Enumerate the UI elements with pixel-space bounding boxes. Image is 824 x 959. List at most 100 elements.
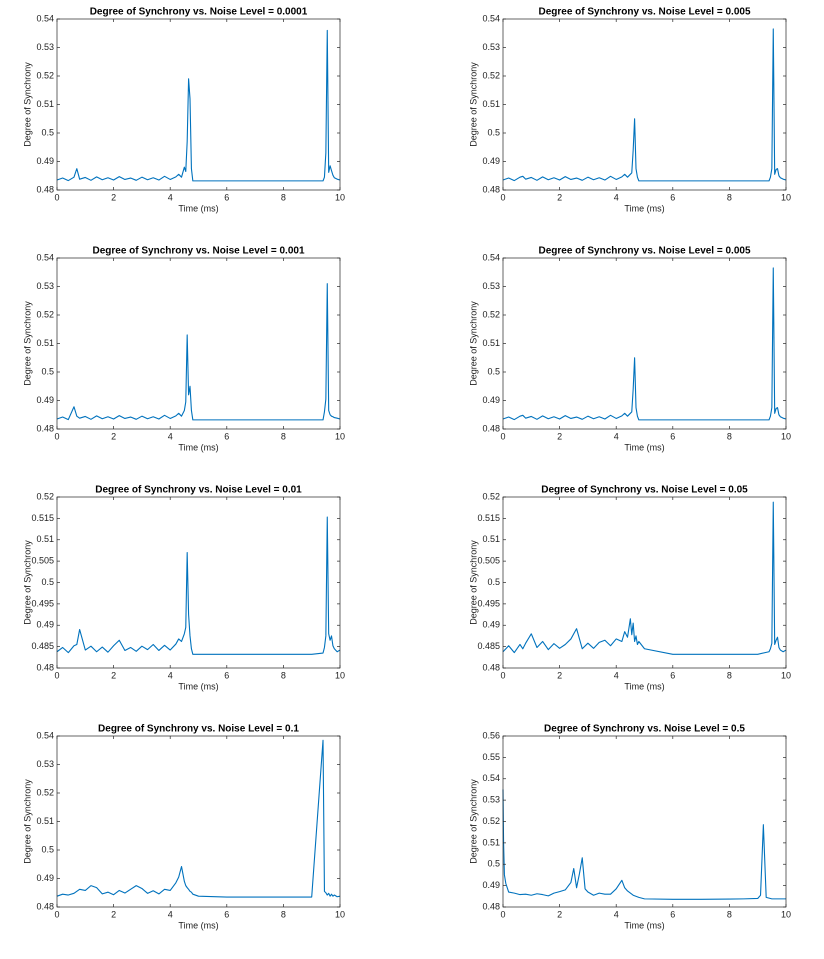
y-tick-label: 0.5 [487, 577, 500, 587]
y-tick-label: 0.48 [482, 662, 500, 672]
y-tick-label: 0.5 [487, 859, 500, 869]
x-tick-label: 2 [111, 431, 116, 441]
y-tick-label: 0.53 [36, 759, 54, 769]
x-tick-label: 4 [168, 909, 173, 919]
subplot: 0 2 4 6 8 10 0.48 0.49 0.5 0.51 0.52 0.53 0.54 0.55 0.… [468, 724, 791, 931]
plot-area [57, 736, 340, 907]
x-tick-label: 0 [500, 192, 505, 202]
y-tick-label: 0.495 [477, 598, 500, 608]
y-axis-label: Degree of Synchrony [468, 779, 478, 864]
x-tick-label: 2 [557, 670, 562, 680]
x-tick-label: 8 [727, 192, 732, 202]
x-axis-label: Time (ms) [624, 442, 664, 452]
y-tick-label: 0.515 [477, 513, 500, 523]
subplot: 0 2 4 6 8 10 0.48 0.49 0.5 0.51 0.52 0.53 0.54 Degree… [468, 246, 791, 453]
x-tick-label: 2 [557, 431, 562, 441]
chart-title: Degree of Synchrony vs. Noise Level = 0.… [95, 485, 302, 496]
y-tick-label: 0.54 [36, 13, 54, 23]
x-tick-label: 6 [224, 909, 229, 919]
y-tick-label: 0.505 [31, 556, 54, 566]
y-tick-label: 0.54 [36, 252, 54, 262]
y-tick-label: 0.53 [482, 795, 500, 805]
y-tick-label: 0.49 [482, 880, 500, 890]
x-tick-label: 10 [335, 192, 345, 202]
subplot: 0 2 4 6 8 10 0.48 0.49 0.5 0.51 0.52 0.53 0.54 Degree… [22, 724, 345, 931]
x-tick-label: 2 [557, 909, 562, 919]
x-tick-label: 6 [670, 670, 675, 680]
chart-title: Degree of Synchrony vs. Noise Level = 0.… [541, 485, 748, 496]
y-tick-label: 0.55 [482, 752, 500, 762]
subplot: 0 2 4 6 8 10 0.48 0.49 0.5 0.51 0.52 0.53 0.54 Degree… [468, 7, 791, 214]
y-tick-label: 0.505 [477, 556, 500, 566]
y-tick-label: 0.51 [36, 99, 54, 109]
x-tick-label: 8 [727, 670, 732, 680]
x-tick-label: 6 [670, 431, 675, 441]
y-tick-label: 0.51 [482, 338, 500, 348]
y-axis-label: Degree of Synchrony [22, 62, 32, 147]
x-tick-label: 6 [670, 909, 675, 919]
x-tick-label: 4 [614, 192, 619, 202]
y-tick-label: 0.52 [36, 70, 54, 80]
x-tick-label: 0 [500, 431, 505, 441]
y-tick-label: 0.54 [482, 252, 500, 262]
y-axis-label: Degree of Synchrony [468, 540, 478, 625]
subplot: 0 2 4 6 8 10 0.48 0.49 0.5 0.51 0.52 0.53 0.54 Degree… [22, 7, 345, 214]
y-axis-label: Degree of Synchrony [22, 301, 32, 386]
y-tick-label: 0.5 [487, 127, 500, 137]
y-tick-label: 0.53 [36, 42, 54, 52]
y-tick-label: 0.48 [36, 662, 54, 672]
chart-title: Degree of Synchrony vs. Noise Level = 0.… [90, 7, 308, 18]
data-line [502, 28, 787, 182]
x-tick-label: 0 [54, 909, 59, 919]
y-tick-label: 0.51 [36, 816, 54, 826]
y-tick-label: 0.49 [482, 156, 500, 166]
y-tick-label: 0.5 [41, 127, 54, 137]
y-tick-label: 0.51 [482, 99, 500, 109]
x-axis-label: Time (ms) [178, 920, 218, 930]
y-tick-label: 0.49 [36, 395, 54, 405]
y-axis-label: Degree of Synchrony [468, 62, 478, 147]
x-tick-label: 0 [500, 909, 505, 919]
y-tick-label: 0.48 [36, 423, 54, 433]
x-axis-label: Time (ms) [624, 920, 664, 930]
x-tick-label: 6 [670, 192, 675, 202]
y-tick-label: 0.51 [36, 338, 54, 348]
x-tick-label: 8 [281, 909, 286, 919]
x-tick-label: 10 [781, 431, 791, 441]
y-tick-label: 0.48 [482, 901, 500, 911]
y-tick-label: 0.485 [31, 641, 54, 651]
y-tick-label: 0.49 [36, 620, 54, 630]
x-axis-label: Time (ms) [178, 203, 218, 213]
chart-title: Degree of Synchrony vs. Noise Level = 0.… [538, 246, 750, 257]
x-tick-label: 4 [614, 909, 619, 919]
chart-title: Degree of Synchrony vs. Noise Level = 0.… [98, 724, 299, 735]
x-tick-label: 2 [111, 192, 116, 202]
x-tick-label: 6 [224, 192, 229, 202]
x-tick-label: 8 [281, 670, 286, 680]
y-tick-label: 0.48 [36, 184, 54, 194]
y-tick-label: 0.54 [482, 13, 500, 23]
x-tick-label: 8 [281, 431, 286, 441]
y-tick-label: 0.48 [482, 423, 500, 433]
x-tick-label: 10 [781, 909, 791, 919]
x-tick-label: 8 [727, 431, 732, 441]
x-tick-label: 4 [614, 670, 619, 680]
x-tick-label: 10 [781, 192, 791, 202]
y-tick-label: 0.48 [36, 901, 54, 911]
y-tick-label: 0.49 [482, 620, 500, 630]
x-tick-label: 0 [54, 192, 59, 202]
plot-area [503, 497, 786, 668]
y-tick-label: 0.5 [41, 844, 54, 854]
x-tick-label: 10 [335, 670, 345, 680]
x-tick-label: 4 [168, 670, 173, 680]
x-tick-label: 6 [224, 670, 229, 680]
y-tick-label: 0.5 [41, 366, 54, 376]
y-tick-label: 0.52 [36, 787, 54, 797]
subplot: 0 2 4 6 8 10 0.48 0.485 0.49 0.495 0.5 0.505 0.51 0.5… [22, 485, 345, 692]
x-tick-label: 4 [614, 431, 619, 441]
y-tick-label: 0.53 [482, 42, 500, 52]
x-tick-label: 10 [335, 431, 345, 441]
y-tick-label: 0.49 [482, 395, 500, 405]
plot-area [57, 497, 340, 668]
y-tick-label: 0.5 [487, 366, 500, 376]
